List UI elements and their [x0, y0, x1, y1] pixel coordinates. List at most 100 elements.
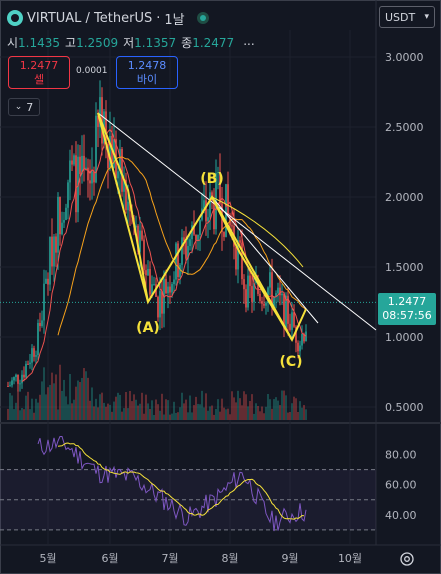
volume-bar	[201, 390, 203, 420]
candle-body	[275, 293, 277, 298]
volume-bar	[277, 400, 279, 420]
candle-body	[187, 246, 189, 259]
volume-bar	[223, 407, 225, 420]
candle-body	[251, 286, 253, 302]
volume-bar	[209, 406, 211, 420]
volume-bar	[163, 414, 165, 420]
more-icon[interactable]: ...	[243, 34, 255, 48]
candle-body	[39, 322, 41, 326]
candle-body	[69, 160, 71, 183]
rsi-tick-label: 80.00	[385, 449, 417, 462]
candle-body	[289, 323, 291, 330]
candle-body	[225, 184, 227, 237]
volume-bar	[141, 392, 143, 420]
interval-label[interactable]: 1날	[164, 12, 185, 28]
high-value: 1.2509	[76, 36, 119, 50]
candle-body	[87, 167, 89, 181]
volume-bar	[191, 412, 193, 420]
volume-bar	[205, 393, 207, 420]
candle-body	[125, 179, 127, 211]
price-tick-label: 2.0000	[385, 191, 424, 204]
volume-bar	[93, 406, 95, 420]
volume-bar	[87, 377, 89, 420]
time-tick-label: 5월	[39, 552, 56, 565]
candle-body	[95, 115, 97, 183]
candle-body	[301, 333, 303, 346]
candle-body	[273, 297, 275, 308]
volume-bar	[39, 394, 41, 420]
candle-body	[207, 217, 209, 222]
candle-body	[57, 196, 59, 253]
candle-body	[253, 282, 255, 302]
volume-bar	[127, 408, 129, 420]
volume-bars	[7, 364, 307, 420]
candle-body	[41, 320, 43, 326]
candle-body	[283, 293, 285, 329]
time-axis[interactable]: 5월 6월 7월 8월 9월 10월	[39, 552, 362, 565]
currency-select[interactable]: USDT ▾	[379, 6, 435, 28]
candle-body	[217, 172, 219, 174]
volume-bar	[19, 410, 21, 420]
candle-body	[193, 225, 195, 235]
indicators-toggle-button[interactable]: ⌄ 7	[8, 98, 40, 116]
buy-label: 바이	[136, 73, 158, 86]
candle-body	[209, 192, 211, 218]
candle-body	[173, 279, 175, 285]
candle-body	[67, 182, 69, 208]
volume-bar	[219, 411, 221, 420]
chevron-down-icon: ⌄	[14, 102, 23, 112]
candle-body	[287, 295, 289, 324]
candle-body	[21, 374, 23, 384]
volume-bar	[287, 412, 289, 420]
volume-bar	[249, 400, 251, 420]
candle-body	[137, 225, 139, 252]
candle-body	[269, 272, 271, 288]
candle-body	[241, 242, 243, 280]
volume-bar	[239, 398, 241, 420]
candle-body	[61, 222, 63, 235]
buy-button[interactable]: 1.2478 바이	[116, 56, 178, 89]
volume-bar	[59, 364, 61, 420]
volume-bar	[161, 393, 163, 420]
candle-body	[153, 284, 155, 286]
close-label: 종	[181, 36, 193, 50]
volume-bar	[273, 399, 275, 420]
volume-bar	[217, 399, 219, 420]
candle-body	[219, 172, 221, 204]
candle-body	[257, 280, 259, 294]
candle-body	[91, 171, 93, 184]
gear-icon[interactable]	[398, 550, 416, 568]
volume-bar	[241, 405, 243, 420]
candles	[7, 80, 307, 392]
volume-bar	[231, 391, 233, 420]
volume-bar	[53, 383, 55, 420]
candle-body	[285, 295, 287, 329]
volume-bar	[173, 401, 175, 420]
candle-body	[99, 97, 101, 127]
volume-bar	[113, 401, 115, 420]
volume-bar	[167, 400, 169, 420]
candle-body	[227, 184, 229, 215]
volume-bar	[283, 390, 285, 420]
volume-bar	[257, 405, 259, 420]
volume-bar	[195, 396, 197, 420]
volume-bar	[31, 398, 33, 420]
volume-bar	[177, 412, 179, 420]
candle-body	[53, 236, 55, 267]
candle-body	[15, 374, 17, 378]
volume-bar	[57, 409, 59, 420]
price-axis[interactable]: 3.0000 2.5000 2.0000 1.5000 1.0000 0.5000	[385, 51, 424, 414]
low-label: 저	[123, 36, 135, 50]
candle-body	[73, 155, 75, 165]
symbol-title[interactable]: VIRTUAL / TetherUS	[27, 10, 153, 26]
volume-bar	[229, 414, 231, 420]
volume-bar	[193, 405, 195, 420]
volume-bar	[97, 407, 99, 420]
sell-button[interactable]: 1.2477 셀	[8, 56, 70, 89]
candle-body	[35, 355, 37, 357]
time-tick-label: 9월	[281, 552, 298, 565]
volume-bar	[235, 402, 237, 420]
volume-bar	[7, 408, 9, 420]
volume-bar	[33, 412, 35, 420]
